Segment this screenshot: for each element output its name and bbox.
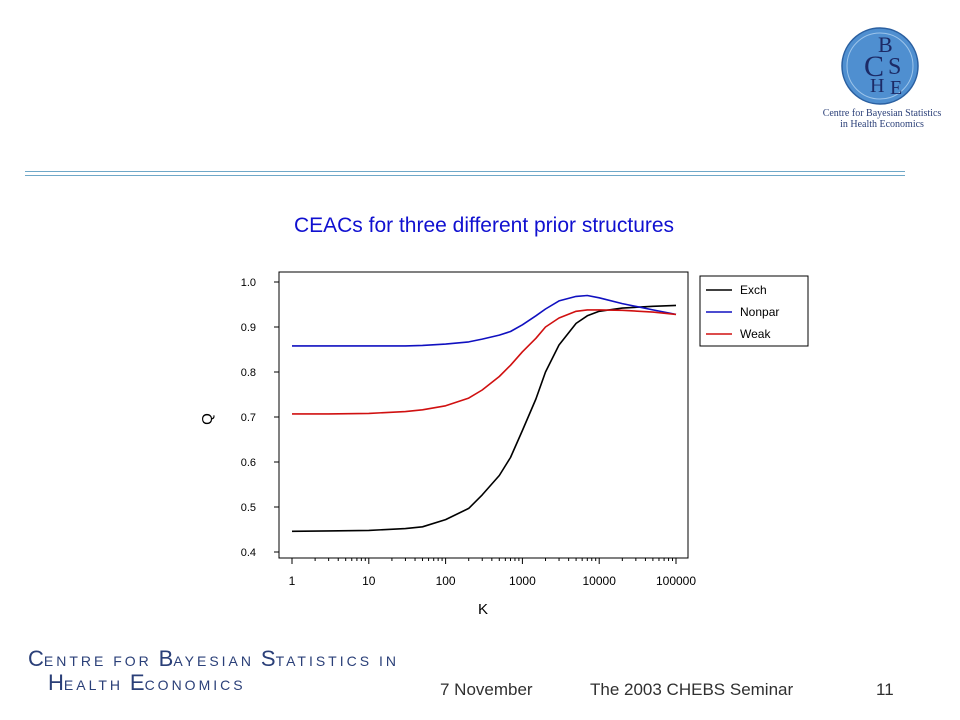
brand-line2-initial-0: H (48, 670, 64, 695)
footer-brand: CENTRE FOR BAYESIAN STATISTICS IN HEALTH… (28, 648, 399, 696)
footer-brand-line2: HEALTH ECONOMICS (28, 672, 399, 696)
series-line-nonpar (292, 294, 677, 347)
x-tick-label-1: 10 (362, 574, 376, 588)
series-line-exch (291, 304, 677, 533)
brand-line1-initial-0: C (28, 646, 44, 671)
logo-caption-line2: in Health Economics (840, 119, 924, 130)
header-rule-top (25, 171, 905, 172)
y-tick-label-3: 0.7 (241, 412, 256, 424)
brand-line2-word-0: EALTH (63, 677, 130, 693)
legend-label-nonpar: Nonpar (740, 305, 779, 319)
logo-caption-line1: Centre for Bayesian Statistics (822, 108, 942, 119)
y-tick-label-0: 0.4 (241, 547, 256, 559)
legend-label-exch: Exch (740, 283, 767, 297)
y-axis-label: Q (199, 413, 216, 425)
svg-text:B: B (878, 32, 893, 57)
brand-line1-word-1: AYESIAN (173, 653, 261, 669)
svg-text:S: S (888, 54, 901, 80)
y-tick-label-6: 1.0 (241, 277, 256, 289)
x-tick-label-5: 100000 (656, 574, 696, 588)
x-tick-label-3: 1000 (509, 574, 536, 588)
series-line-weak (292, 309, 677, 415)
brand-line2-word-1: CONOMICS (144, 677, 246, 693)
x-axis-label: K (478, 601, 488, 618)
y-tick-label-1: 0.5 (241, 502, 256, 514)
header-rule-bottom (25, 175, 905, 176)
y-tick-label-2: 0.6 (241, 457, 256, 469)
x-tick-label-0: 1 (289, 574, 296, 588)
chebs-logo: C B H S E (841, 27, 919, 105)
svg-text:H: H (870, 75, 884, 97)
svg-text:E: E (890, 77, 902, 99)
x-tick-label-2: 100 (436, 574, 456, 588)
brand-line1-word-0: ENTRE FOR (43, 653, 159, 669)
y-tick-label-5: 0.9 (241, 322, 256, 334)
x-tick-label-4: 10000 (583, 574, 617, 588)
brand-line1-word-2: TATISTICS IN (275, 653, 399, 669)
y-tick-label-4: 0.8 (241, 367, 256, 379)
logo-caption: Centre for Bayesian Statistics in Health… (812, 108, 952, 130)
footer-page-number: 11 (876, 680, 894, 699)
brand-line1-initial-1: B (158, 646, 174, 671)
chart-title: CEACs for three different prior structur… (293, 214, 675, 237)
footer-brand-line1: CENTRE FOR BAYESIAN STATISTICS IN (28, 648, 399, 672)
brand-line1-initial-2: S (260, 646, 276, 671)
footer-seminar: The 2003 CHEBS Seminar (590, 680, 794, 699)
plot-frame (278, 271, 689, 559)
footer-date: 7 November (440, 680, 533, 699)
svg-text:C: C (864, 50, 884, 83)
brand-line2-initial-1: E (129, 670, 145, 695)
legend-label-weak: Weak (740, 327, 771, 341)
